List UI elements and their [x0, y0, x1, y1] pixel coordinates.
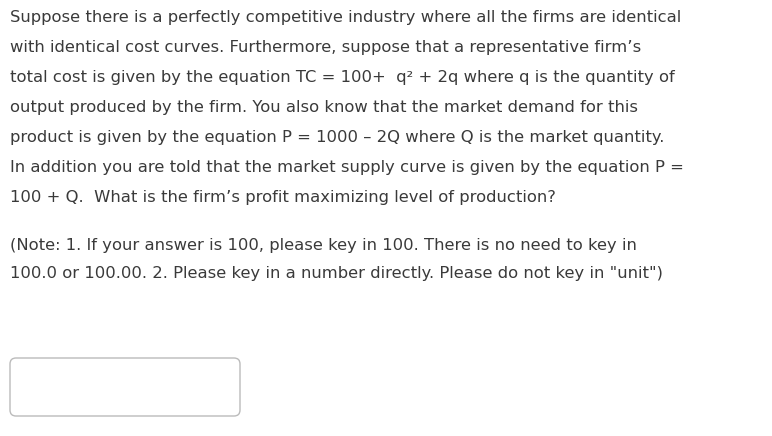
Text: (Note: 1. If your answer is 100, please key in 100. There is no need to key in: (Note: 1. If your answer is 100, please … — [10, 238, 637, 253]
FancyBboxPatch shape — [10, 358, 240, 416]
Text: total cost is given by the equation TC = 100+  q² + 2q where q is the quantity o: total cost is given by the equation TC =… — [10, 70, 675, 85]
Text: with identical cost curves. Furthermore, suppose that a representative firm’s: with identical cost curves. Furthermore,… — [10, 40, 642, 55]
Text: output produced by the firm. You also know that the market demand for this: output produced by the firm. You also kn… — [10, 100, 638, 115]
Text: 100 + Q.  What is the firm’s profit maximizing level of production?: 100 + Q. What is the firm’s profit maxim… — [10, 190, 556, 205]
Text: Suppose there is a perfectly competitive industry where all the firms are identi: Suppose there is a perfectly competitive… — [10, 10, 681, 25]
Text: product is given by the equation P = 1000 – 2Q where Q is the market quantity.: product is given by the equation P = 100… — [10, 130, 665, 145]
Text: 100.0 or 100.00. 2. Please key in a number directly. Please do not key in "unit": 100.0 or 100.00. 2. Please key in a numb… — [10, 266, 663, 281]
Text: In addition you are told that the market supply curve is given by the equation P: In addition you are told that the market… — [10, 160, 684, 175]
